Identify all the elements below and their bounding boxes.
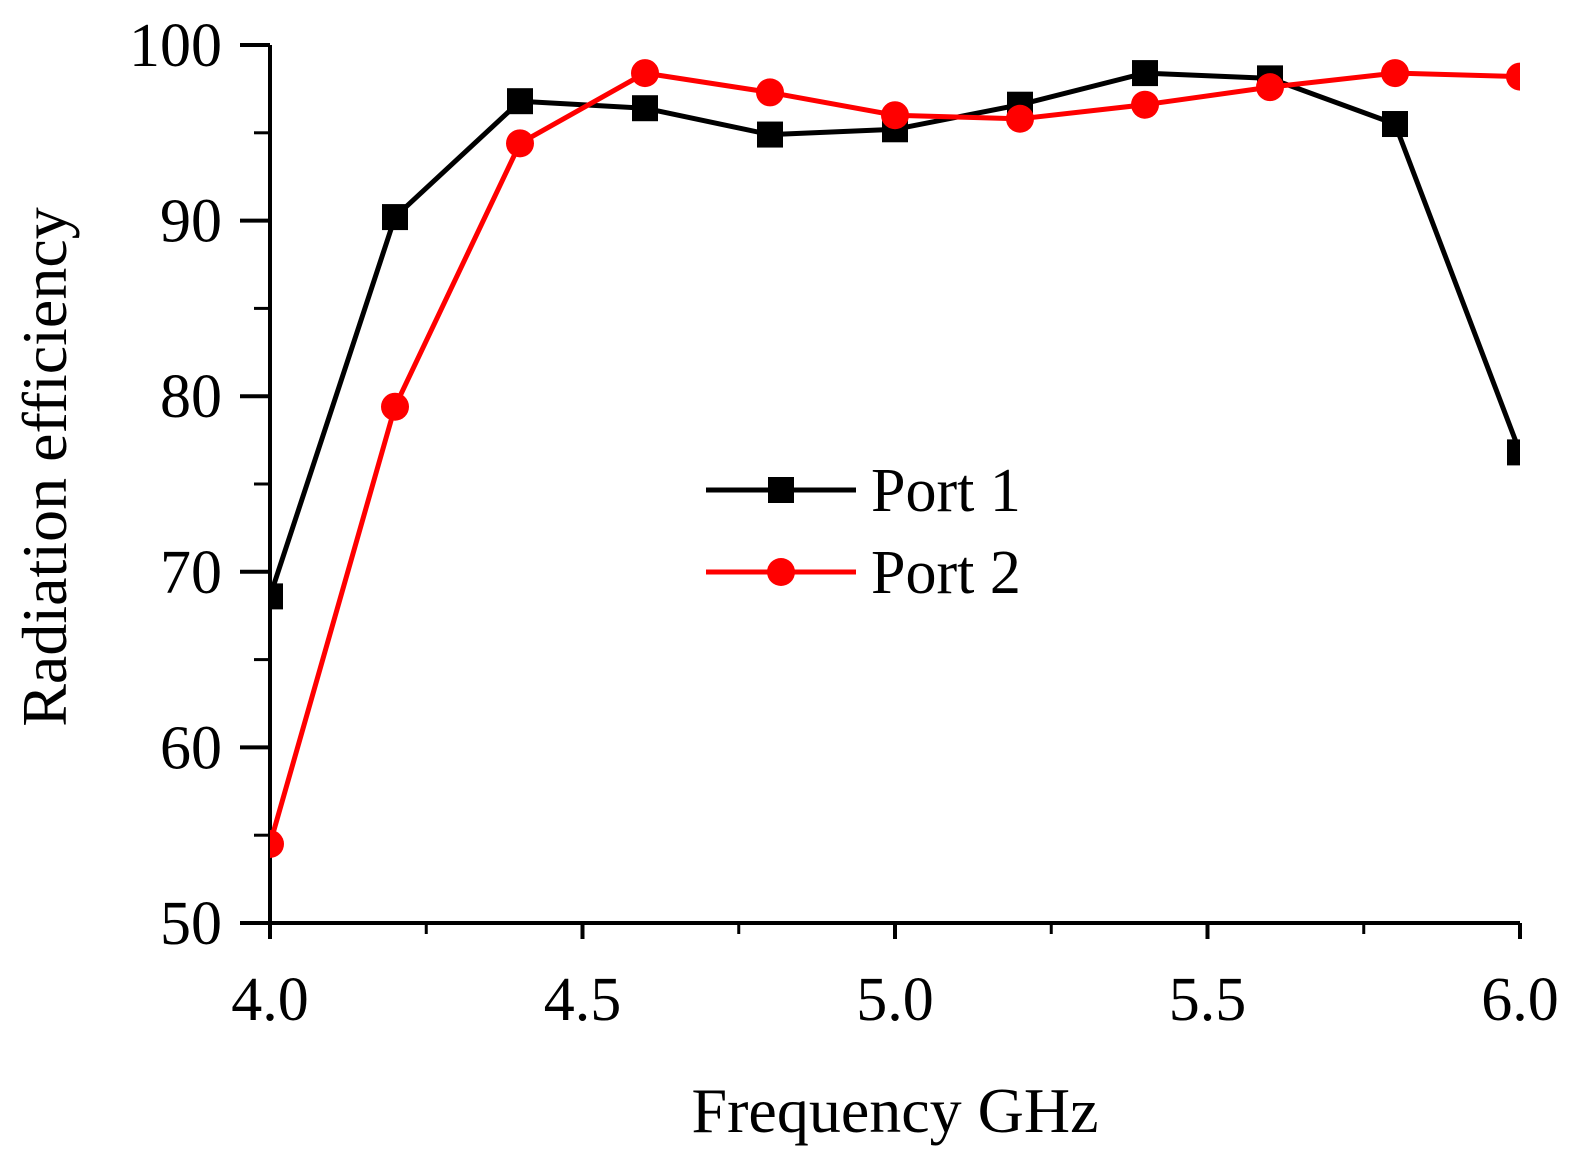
point-port-1-5-4 <box>1132 60 1158 87</box>
x-axis-title: Frequency GHz <box>692 1075 1099 1146</box>
legend-marker-square-icon <box>768 477 794 503</box>
legend-label-port-2: Port 2 <box>871 539 1021 607</box>
point-port-1-4-8 <box>757 121 783 148</box>
point-port-2-5 <box>881 101 909 130</box>
axis-ticks <box>240 43 1522 939</box>
data-series <box>270 59 1520 858</box>
point-port-2-4-4 <box>506 129 534 158</box>
point-port-2-6 <box>1506 62 1520 91</box>
legend-label-port-1: Port 1 <box>871 457 1021 525</box>
point-port-2-5-6 <box>1256 73 1284 102</box>
y-tick-label-70: 70 <box>160 539 222 607</box>
point-port-2-5-8 <box>1381 59 1409 88</box>
y-tick-label-90: 90 <box>160 188 222 256</box>
y-axis-title: Radiation efficiency <box>9 207 80 727</box>
y-tick-label-100: 100 <box>129 12 222 80</box>
point-port-1-4-6 <box>632 95 658 122</box>
y-tick-label-60: 60 <box>160 714 222 782</box>
point-port-1-4-2 <box>382 204 408 231</box>
point-port-1-6 <box>1507 439 1520 466</box>
point-port-2-5-4 <box>1131 90 1159 119</box>
x-tick-label-4-0: 4.0 <box>231 966 309 1034</box>
legend-marker-circle-icon <box>767 558 795 586</box>
x-tick-label-5-0: 5.0 <box>856 966 934 1034</box>
point-port-2-4 <box>270 829 284 858</box>
x-tick-label-6-0: 6.0 <box>1481 966 1559 1034</box>
axis-tick-labels: 4.0 4.5 5.0 5.5 6.0 50 60 70 80 90 100 <box>129 12 1559 1034</box>
x-tick-label-5-5: 5.5 <box>1169 966 1247 1034</box>
y-tick-label-80: 80 <box>160 363 222 431</box>
legend: Port 1 Port 2 <box>706 457 1021 607</box>
y-tick-label-50: 50 <box>160 890 222 958</box>
point-port-2-4-8 <box>756 78 784 107</box>
point-port-1-4 <box>270 583 283 610</box>
x-tick-label-4-5: 4.5 <box>544 966 622 1034</box>
point-port-2-4-6 <box>631 59 659 88</box>
point-port-2-4-2 <box>381 392 409 421</box>
point-port-1-5-8 <box>1382 111 1408 138</box>
point-port-1-4-4 <box>507 88 533 115</box>
point-port-2-5-2 <box>1006 104 1034 133</box>
